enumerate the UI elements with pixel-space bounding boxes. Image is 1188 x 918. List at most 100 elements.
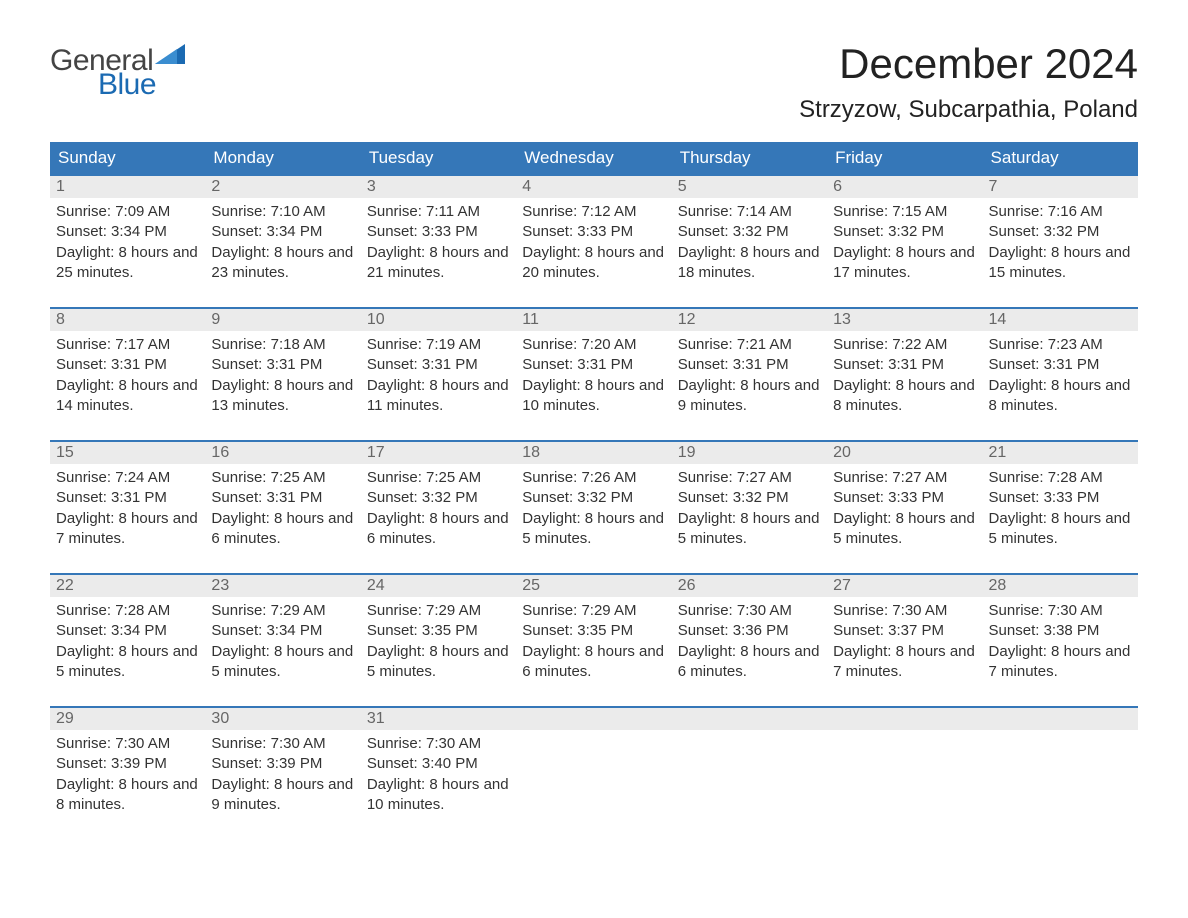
day-cell: 22Sunrise: 7:28 AMSunset: 3:34 PMDayligh… (50, 574, 205, 707)
sunrise-line: Sunrise: 7:15 AM (833, 202, 976, 222)
daylight-line: Daylight: 8 hours and 9 minutes. (678, 376, 821, 417)
day-cell: 31Sunrise: 7:30 AMSunset: 3:40 PMDayligh… (361, 707, 516, 839)
sunrise-line: Sunrise: 7:12 AM (522, 202, 665, 222)
sunset-line: Sunset: 3:35 PM (522, 621, 665, 641)
day-body-empty (672, 730, 827, 810)
logo-blue-text: Blue (98, 70, 185, 100)
sunrise-line: Sunrise: 7:30 AM (678, 601, 821, 621)
daylight-line: Daylight: 8 hours and 5 minutes. (522, 509, 665, 550)
weekday-header: Saturday (983, 142, 1138, 175)
sunrise-line: Sunrise: 7:19 AM (367, 335, 510, 355)
day-body: Sunrise: 7:25 AMSunset: 3:31 PMDaylight:… (205, 464, 360, 573)
sunset-line: Sunset: 3:39 PM (56, 754, 199, 774)
day-body: Sunrise: 7:30 AMSunset: 3:37 PMDaylight:… (827, 597, 982, 706)
day-body: Sunrise: 7:30 AMSunset: 3:39 PMDaylight:… (50, 730, 205, 839)
daylight-line: Daylight: 8 hours and 18 minutes. (678, 243, 821, 284)
calendar-header: Sunday Monday Tuesday Wednesday Thursday… (50, 142, 1138, 175)
day-body: Sunrise: 7:29 AMSunset: 3:34 PMDaylight:… (205, 597, 360, 706)
sunset-line: Sunset: 3:37 PM (833, 621, 976, 641)
sunset-line: Sunset: 3:33 PM (833, 488, 976, 508)
day-cell: 3Sunrise: 7:11 AMSunset: 3:33 PMDaylight… (361, 175, 516, 308)
week-row: 1Sunrise: 7:09 AMSunset: 3:34 PMDaylight… (50, 175, 1138, 308)
day-cell: 21Sunrise: 7:28 AMSunset: 3:33 PMDayligh… (983, 441, 1138, 574)
sunrise-line: Sunrise: 7:18 AM (211, 335, 354, 355)
day-body: Sunrise: 7:19 AMSunset: 3:31 PMDaylight:… (361, 331, 516, 440)
sunset-line: Sunset: 3:32 PM (989, 222, 1132, 242)
sunrise-line: Sunrise: 7:30 AM (211, 734, 354, 754)
sunrise-line: Sunrise: 7:27 AM (833, 468, 976, 488)
day-number: 27 (827, 575, 982, 597)
weekday-header: Thursday (672, 142, 827, 175)
day-body: Sunrise: 7:29 AMSunset: 3:35 PMDaylight:… (516, 597, 671, 706)
daylight-line: Daylight: 8 hours and 15 minutes. (989, 243, 1132, 284)
day-body: Sunrise: 7:28 AMSunset: 3:33 PMDaylight:… (983, 464, 1138, 573)
day-number-empty (827, 708, 982, 730)
weekday-header: Sunday (50, 142, 205, 175)
day-number: 6 (827, 176, 982, 198)
sunrise-line: Sunrise: 7:30 AM (833, 601, 976, 621)
sunrise-line: Sunrise: 7:16 AM (989, 202, 1132, 222)
daylight-line: Daylight: 8 hours and 8 minutes. (989, 376, 1132, 417)
day-cell: 30Sunrise: 7:30 AMSunset: 3:39 PMDayligh… (205, 707, 360, 839)
sunset-line: Sunset: 3:34 PM (56, 222, 199, 242)
daylight-line: Daylight: 8 hours and 6 minutes. (522, 642, 665, 683)
day-number: 7 (983, 176, 1138, 198)
daylight-line: Daylight: 8 hours and 9 minutes. (211, 775, 354, 816)
daylight-line: Daylight: 8 hours and 7 minutes. (989, 642, 1132, 683)
day-cell (516, 707, 671, 839)
day-cell: 17Sunrise: 7:25 AMSunset: 3:32 PMDayligh… (361, 441, 516, 574)
sunrise-line: Sunrise: 7:21 AM (678, 335, 821, 355)
sunset-line: Sunset: 3:35 PM (367, 621, 510, 641)
day-cell (672, 707, 827, 839)
day-number: 12 (672, 309, 827, 331)
sunset-line: Sunset: 3:31 PM (989, 355, 1132, 375)
daylight-line: Daylight: 8 hours and 8 minutes. (56, 775, 199, 816)
sunrise-line: Sunrise: 7:17 AM (56, 335, 199, 355)
day-cell: 20Sunrise: 7:27 AMSunset: 3:33 PMDayligh… (827, 441, 982, 574)
day-body-empty (827, 730, 982, 810)
weekday-row: Sunday Monday Tuesday Wednesday Thursday… (50, 142, 1138, 175)
day-number: 16 (205, 442, 360, 464)
daylight-line: Daylight: 8 hours and 21 minutes. (367, 243, 510, 284)
day-cell: 9Sunrise: 7:18 AMSunset: 3:31 PMDaylight… (205, 308, 360, 441)
day-body: Sunrise: 7:30 AMSunset: 3:39 PMDaylight:… (205, 730, 360, 839)
day-cell: 29Sunrise: 7:30 AMSunset: 3:39 PMDayligh… (50, 707, 205, 839)
weekday-header: Monday (205, 142, 360, 175)
day-number: 8 (50, 309, 205, 331)
title-block: December 2024 Strzyzow, Subcarpathia, Po… (799, 40, 1138, 124)
sunset-line: Sunset: 3:32 PM (678, 488, 821, 508)
day-number: 23 (205, 575, 360, 597)
day-number: 11 (516, 309, 671, 331)
sunrise-line: Sunrise: 7:22 AM (833, 335, 976, 355)
sunrise-line: Sunrise: 7:26 AM (522, 468, 665, 488)
sunrise-line: Sunrise: 7:28 AM (56, 601, 199, 621)
day-cell: 13Sunrise: 7:22 AMSunset: 3:31 PMDayligh… (827, 308, 982, 441)
day-number: 29 (50, 708, 205, 730)
daylight-line: Daylight: 8 hours and 23 minutes. (211, 243, 354, 284)
day-number: 21 (983, 442, 1138, 464)
day-number: 2 (205, 176, 360, 198)
day-body: Sunrise: 7:26 AMSunset: 3:32 PMDaylight:… (516, 464, 671, 573)
daylight-line: Daylight: 8 hours and 5 minutes. (989, 509, 1132, 550)
sunset-line: Sunset: 3:32 PM (367, 488, 510, 508)
daylight-line: Daylight: 8 hours and 5 minutes. (367, 642, 510, 683)
sunset-line: Sunset: 3:38 PM (989, 621, 1132, 641)
day-body-empty (516, 730, 671, 810)
sunset-line: Sunset: 3:31 PM (211, 488, 354, 508)
daylight-line: Daylight: 8 hours and 6 minutes. (211, 509, 354, 550)
day-cell: 27Sunrise: 7:30 AMSunset: 3:37 PMDayligh… (827, 574, 982, 707)
daylight-line: Daylight: 8 hours and 17 minutes. (833, 243, 976, 284)
day-cell: 7 Sunrise: 7:16 AMSunset: 3:32 PMDaylight… (983, 175, 1138, 308)
day-number: 1 (50, 176, 205, 198)
flag-icon (155, 40, 185, 70)
day-body: Sunrise: 7:27 AMSunset: 3:32 PMDaylight:… (672, 464, 827, 573)
sunrise-line: Sunrise: 7:24 AM (56, 468, 199, 488)
sunrise-line: Sunrise: 7:30 AM (56, 734, 199, 754)
daylight-line: Daylight: 8 hours and 20 minutes. (522, 243, 665, 284)
sunrise-line: Sunrise: 7:25 AM (211, 468, 354, 488)
day-number: 28 (983, 575, 1138, 597)
sunset-line: Sunset: 3:32 PM (522, 488, 665, 508)
day-body: Sunrise: 7:30 AMSunset: 3:36 PMDaylight:… (672, 597, 827, 706)
day-body: Sunrise: 7:14 AMSunset: 3:32 PMDaylight:… (672, 198, 827, 307)
day-number: 20 (827, 442, 982, 464)
